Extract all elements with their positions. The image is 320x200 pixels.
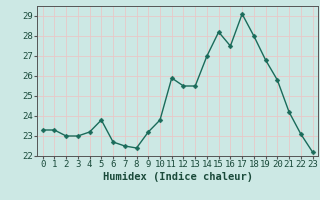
X-axis label: Humidex (Indice chaleur): Humidex (Indice chaleur) (103, 172, 252, 182)
